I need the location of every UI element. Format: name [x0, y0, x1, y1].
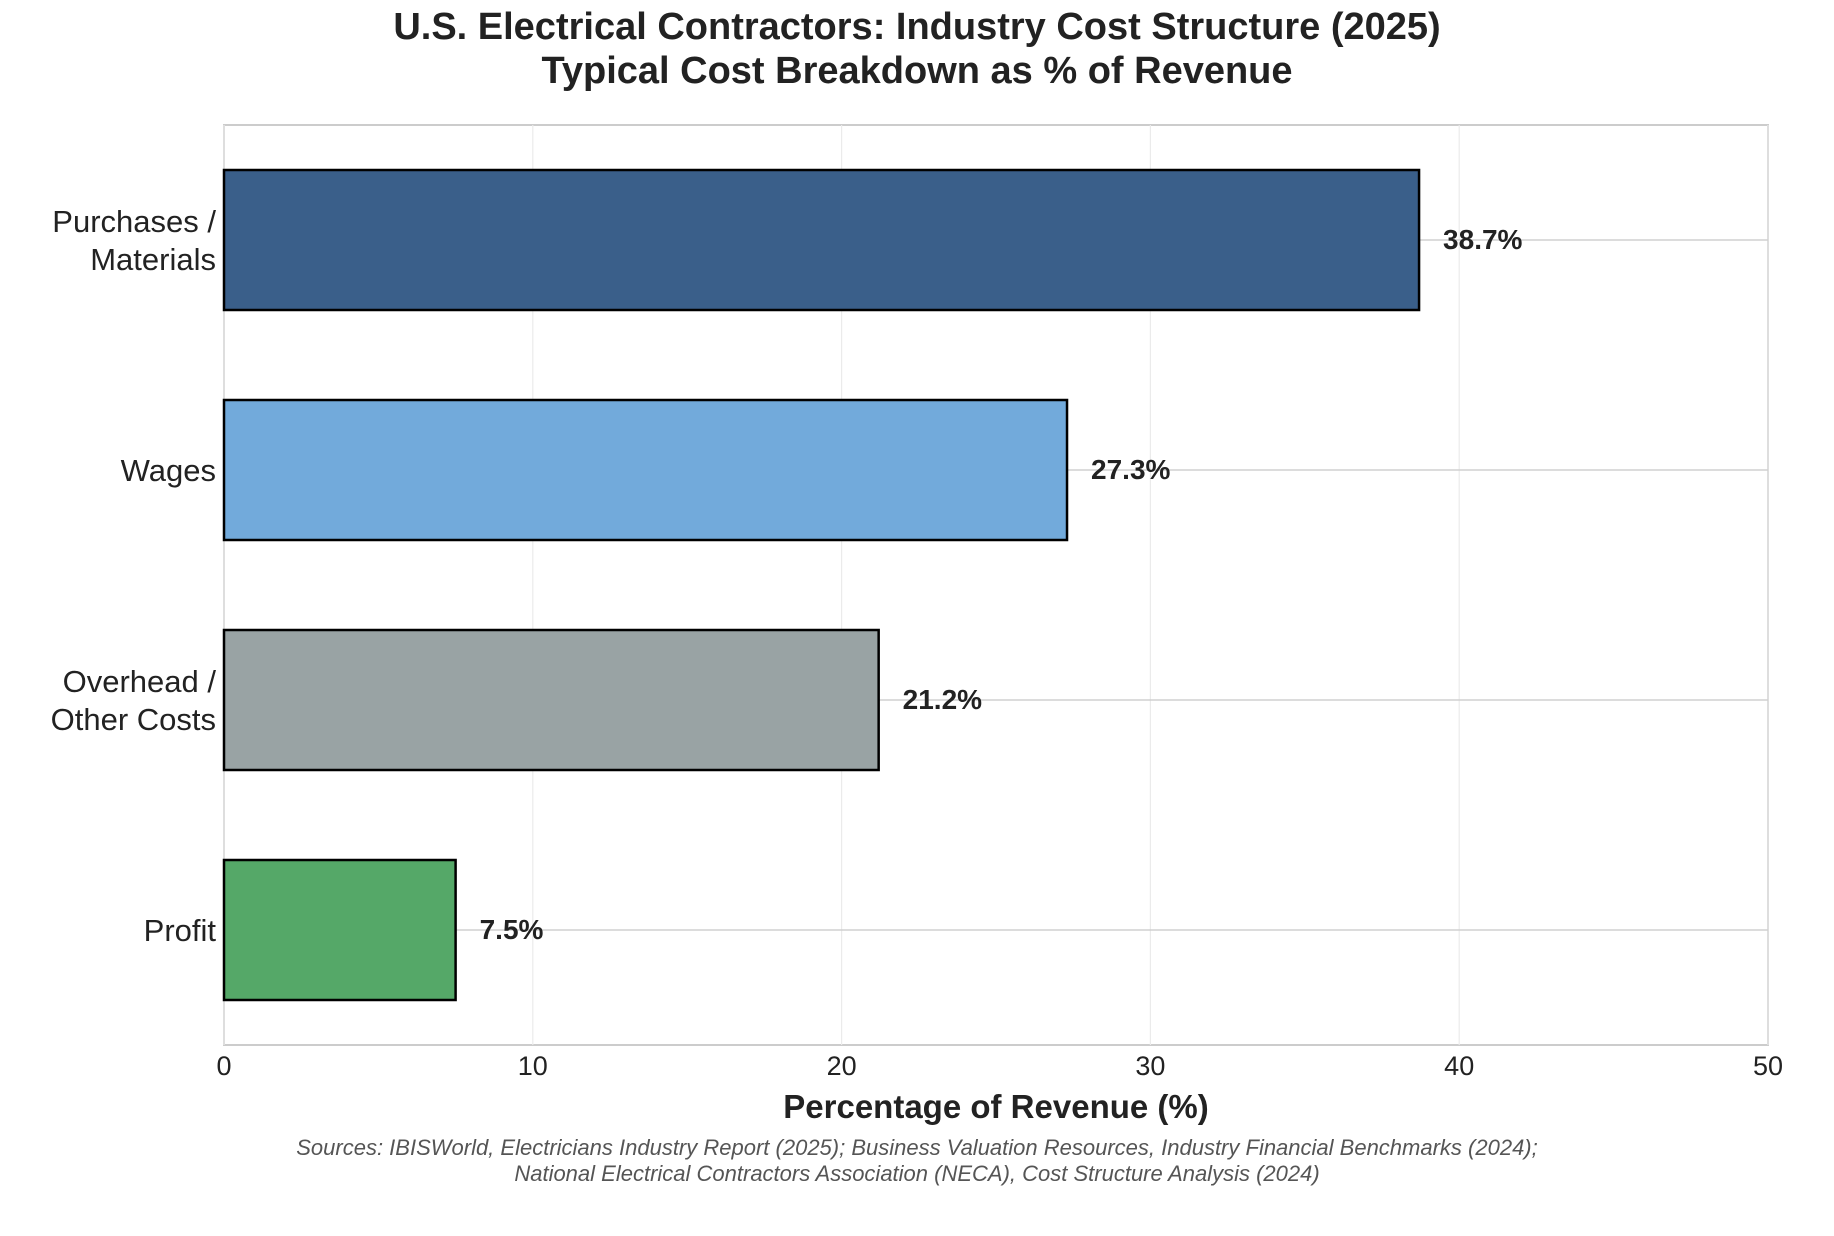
data-label: 21.2%	[903, 684, 982, 715]
bar	[222, 628, 880, 772]
y-category-label: Wages	[121, 453, 216, 488]
y-category-label-line: Profit	[144, 913, 217, 948]
sources-line-2: National Electrical Contractors Associat…	[514, 1161, 1320, 1186]
y-category-label-line: Wages	[121, 453, 216, 488]
y-category-label: Overhead / Other Costs	[51, 664, 217, 737]
x-tick-label: 10	[518, 1051, 548, 1081]
bar	[222, 858, 457, 1002]
y-category-label: Purchases / Materials	[52, 204, 216, 277]
chart-title: U.S. Electrical Contractors: Industry Co…	[393, 6, 1441, 48]
sources-line-1: Sources: IBISWorld, Electricians Industr…	[296, 1135, 1538, 1160]
x-tick-label: 50	[1753, 1051, 1783, 1081]
bar	[222, 398, 1069, 542]
y-category-label: Profit	[144, 913, 217, 948]
x-tick-label: 20	[827, 1051, 857, 1081]
y-category-label-line: Materials	[90, 242, 216, 277]
data-label: 38.7%	[1443, 224, 1522, 255]
y-category-label-line: Other Costs	[51, 702, 216, 737]
x-tick-label: 40	[1444, 1051, 1474, 1081]
data-label: 7.5%	[480, 914, 544, 945]
y-category-label-line: Purchases /	[52, 204, 216, 239]
x-axis-label: Percentage of Revenue (%)	[783, 1088, 1208, 1125]
x-tick-label: 0	[216, 1051, 231, 1081]
chart-subtitle: Typical Cost Breakdown as % of Revenue	[541, 50, 1293, 92]
y-category-label-line: Overhead /	[63, 664, 217, 699]
bar	[222, 168, 1421, 312]
data-label: 27.3%	[1091, 454, 1170, 485]
x-tick-label: 30	[1135, 1051, 1165, 1081]
